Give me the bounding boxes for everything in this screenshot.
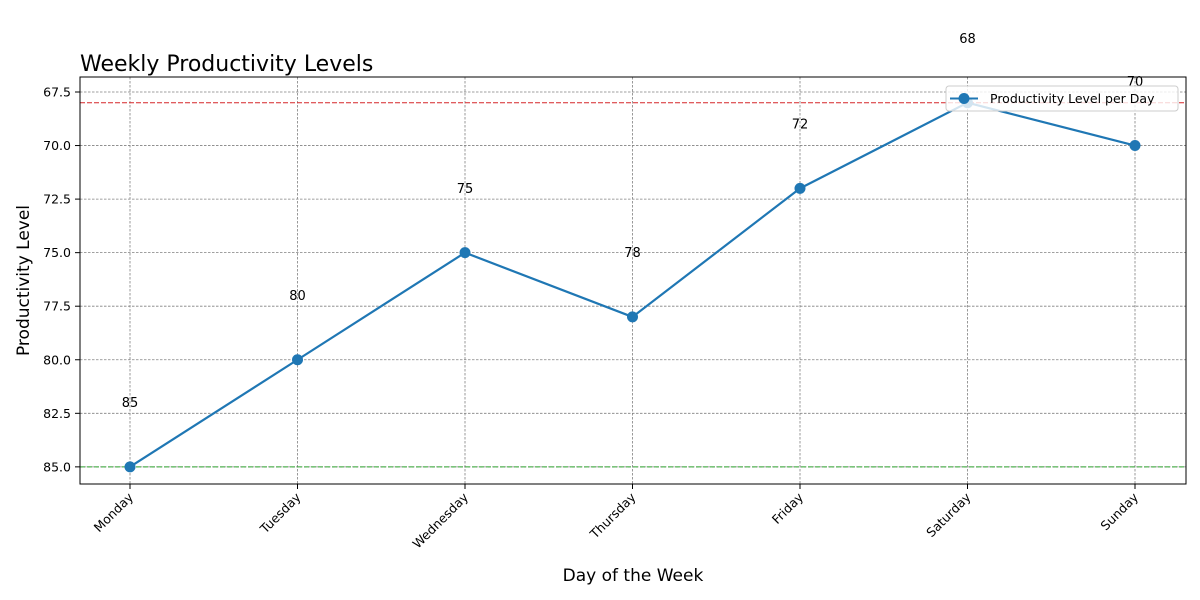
y-tick-label: 75.0 xyxy=(43,245,71,260)
data-label: 75 xyxy=(457,182,474,197)
x-tick-label: Friday xyxy=(769,489,807,527)
data-label: 72 xyxy=(792,118,809,133)
x-tick-label: Saturday xyxy=(923,489,974,540)
x-axis-title: Day of the Week xyxy=(563,566,704,586)
x-tick-label: Monday xyxy=(91,489,137,535)
data-point xyxy=(459,247,471,259)
x-tick-label: Thursday xyxy=(586,489,639,542)
y-tick-label: 80.0 xyxy=(43,352,71,367)
data-label: 78 xyxy=(624,246,641,261)
y-axis-title: Productivity Level xyxy=(14,205,34,356)
x-tick-label: Wednesday xyxy=(409,489,471,551)
data-label: 80 xyxy=(289,289,306,304)
data-label: 85 xyxy=(122,396,139,411)
legend-box xyxy=(945,85,1179,112)
reference-lines xyxy=(80,102,1186,468)
legend: Productivity Level per Day xyxy=(945,85,1179,112)
plot-frame xyxy=(79,76,1187,485)
data-point xyxy=(1129,140,1141,152)
legend-marker-swatch xyxy=(958,93,970,104)
x-tick-label: Tuesday xyxy=(256,489,304,537)
axes: Monday Tuesday Wednesday Thursday Friday Satu… xyxy=(43,76,1187,551)
data-label: 68 xyxy=(959,32,976,47)
chart-title: Weekly Productivity Levels xyxy=(80,52,373,77)
y-tick-label: 72.5 xyxy=(43,192,71,207)
data-point xyxy=(124,461,136,473)
y-tick-label: 70.0 xyxy=(43,138,71,153)
data-point xyxy=(627,311,638,323)
x-tick-label: Sunday xyxy=(1097,489,1141,533)
data-point xyxy=(292,354,303,366)
y-tick-label: 85.0 xyxy=(43,459,71,474)
legend-label: Productivity Level per Day xyxy=(990,91,1155,106)
data-point xyxy=(794,182,806,194)
grid-layer xyxy=(80,77,1186,484)
y-tick-label: 77.5 xyxy=(43,299,71,314)
y-tick-label: 82.5 xyxy=(43,406,71,421)
y-tick-label: 67.5 xyxy=(43,84,71,99)
